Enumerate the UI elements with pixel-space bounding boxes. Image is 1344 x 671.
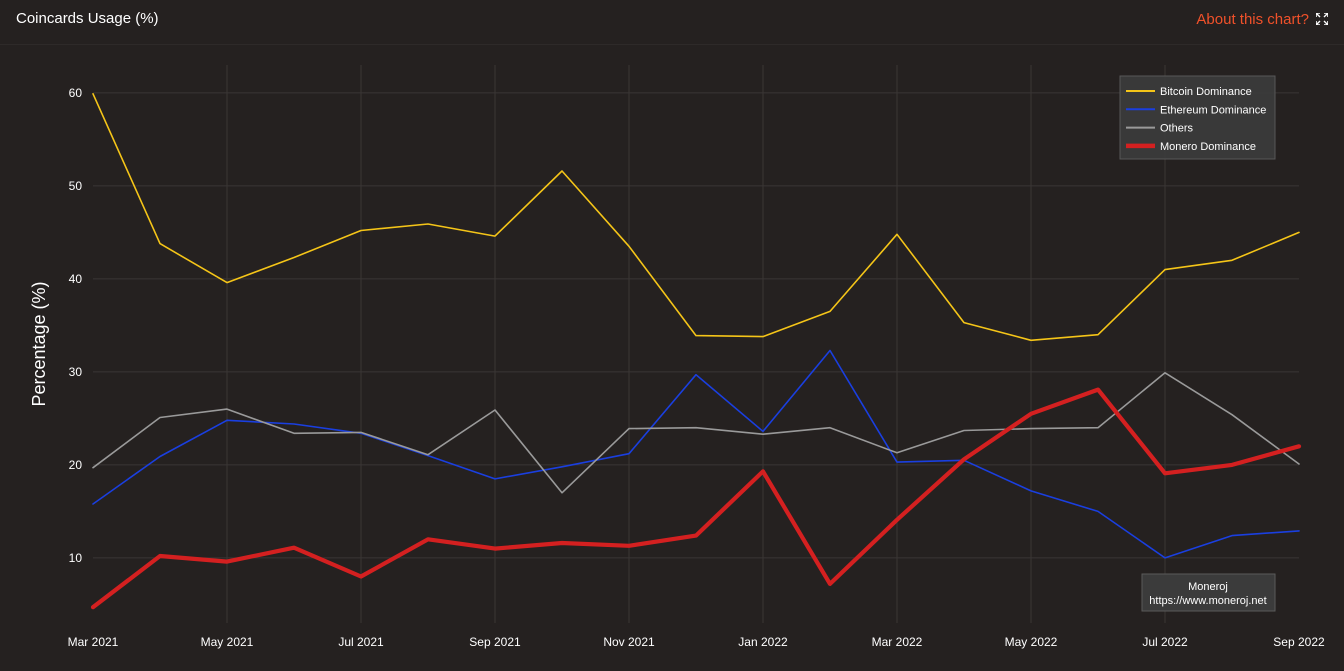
series-line-monero-dominance (90, 387, 1302, 610)
y-tick-label: 60 (69, 86, 83, 100)
about-chart-link[interactable]: About this chart? (1196, 11, 1309, 28)
y-axis-label: Percentage (%) (29, 281, 49, 406)
x-tick-label: Nov 2021 (603, 635, 655, 649)
expand-icon[interactable] (1316, 13, 1328, 25)
y-axis-ticks: 10 20 30 40 50 60 (69, 86, 83, 565)
x-tick-label: Jul 2022 (1142, 635, 1188, 649)
series-line-ethereum-dominance (92, 349, 1300, 559)
legend: Bitcoin Dominance Ethereum Dominance Other… (1119, 75, 1276, 160)
y-tick-label: 30 (69, 365, 83, 379)
y-tick-label: 40 (69, 272, 83, 286)
series-lines (90, 93, 1302, 610)
credit-name: Moneroj (1188, 581, 1228, 593)
y-tick-label: 50 (69, 179, 83, 193)
x-axis-ticks: Mar 2021 May 2021 Jul 2021 Sep 2021 Nov 2021… (68, 635, 1325, 649)
y-tick-label: 20 (69, 458, 83, 472)
grid-lines (93, 65, 1299, 623)
legend-label-monero-dominance: Monero Dominance (1160, 141, 1256, 153)
y-tick-label: 10 (69, 551, 83, 565)
series-line-bitcoin-dominance (92, 93, 1300, 342)
x-tick-label: May 2021 (201, 635, 254, 649)
x-tick-label: Sep 2022 (1273, 635, 1325, 649)
x-tick-label: Sep 2021 (469, 635, 521, 649)
credit-box: Moneroj https://www.moneroj.net (1141, 573, 1276, 612)
x-tick-label: Jul 2021 (338, 635, 384, 649)
x-tick-label: Jan 2022 (738, 635, 788, 649)
legend-label-others: Others (1160, 123, 1194, 135)
legend-label-ethereum-dominance: Ethereum Dominance (1160, 104, 1266, 116)
x-tick-label: May 2022 (1005, 635, 1058, 649)
chart-title: Coincards Usage (%) (16, 10, 159, 27)
series-line-others (92, 371, 1300, 494)
chart-header: Coincards Usage (%) About this chart? (0, 0, 1344, 45)
legend-label-bitcoin-dominance: Bitcoin Dominance (1160, 86, 1252, 98)
credit-url: https://www.moneroj.net (1149, 595, 1266, 607)
x-tick-label: Mar 2022 (872, 635, 923, 649)
x-tick-label: Mar 2021 (68, 635, 119, 649)
